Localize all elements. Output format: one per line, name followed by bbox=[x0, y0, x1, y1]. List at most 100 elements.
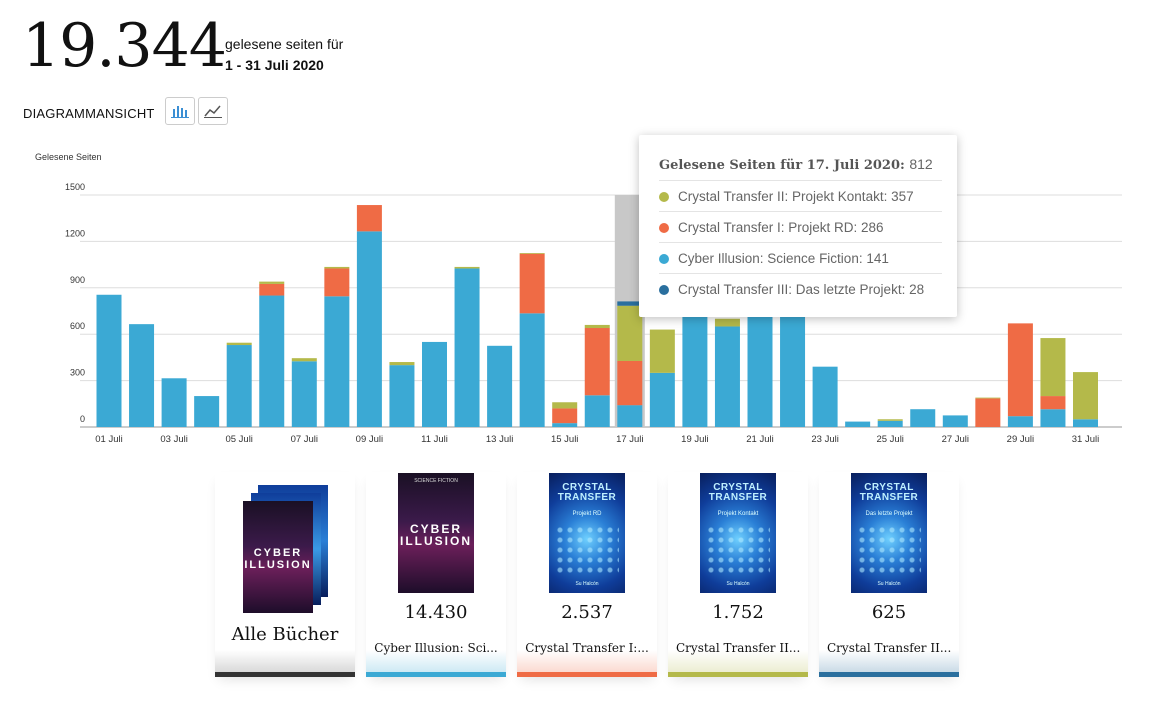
all-books-label: Alle Bücher bbox=[231, 624, 339, 645]
chart-tooltip: Gelesene Seiten für 17. Juli 2020: 812 C… bbox=[639, 135, 957, 317]
bar-segment bbox=[324, 296, 350, 427]
bar-segment bbox=[1007, 416, 1033, 427]
tooltip-row-label: Crystal Transfer III: Das letzte Projekt… bbox=[678, 282, 925, 297]
bar-segment bbox=[552, 402, 578, 409]
bar-chart-view-button[interactable] bbox=[165, 97, 195, 125]
book-page-count: 14.430 bbox=[404, 602, 468, 623]
bar-segment bbox=[454, 266, 480, 269]
x-tick-label: 01 Juli bbox=[95, 434, 122, 445]
line-chart-icon bbox=[204, 105, 222, 118]
bar-segment bbox=[519, 313, 545, 427]
all-books-card[interactable]: CYBER ILLUSION Alle Bücher bbox=[215, 472, 355, 677]
bar-segment bbox=[714, 326, 740, 427]
book-card-crystal-transfer-3[interactable]: CRYSTAL TRANSFER Das letzte Projekt Su H… bbox=[819, 472, 959, 677]
bar-segment bbox=[552, 423, 578, 427]
chart-view-label: DIAGRAMMANSICHT bbox=[23, 106, 155, 121]
card-color-bar bbox=[517, 672, 657, 677]
bar-segment bbox=[519, 253, 545, 254]
bar-segment bbox=[194, 396, 220, 427]
legend-dot-icon bbox=[659, 191, 669, 202]
card-color-bar bbox=[366, 672, 506, 677]
book-page-count: 1.752 bbox=[712, 602, 764, 623]
cover-subtitle: Projekt RD bbox=[572, 511, 602, 517]
book-cover: CRYSTAL TRANSFER Projekt RD Su Halcón bbox=[549, 473, 625, 593]
bar-segment bbox=[682, 314, 708, 427]
card-glow bbox=[819, 650, 959, 672]
bar-chart-icon bbox=[171, 106, 189, 118]
x-tick-label: 23 Juli bbox=[811, 434, 838, 445]
bar-segment bbox=[1073, 419, 1098, 427]
bar-segment bbox=[356, 205, 382, 232]
bar-segment bbox=[1040, 396, 1066, 410]
bar-segment bbox=[584, 324, 610, 329]
bar-segment bbox=[584, 395, 610, 427]
bar-segment bbox=[552, 408, 578, 424]
bar-segment bbox=[975, 397, 1001, 399]
cover-title: CRYSTAL TRANSFER bbox=[859, 482, 919, 503]
x-tick-label: 11 Juli bbox=[421, 434, 448, 445]
bar-segment bbox=[617, 360, 643, 406]
card-glow bbox=[366, 650, 506, 672]
x-tick-label: 09 Juli bbox=[356, 434, 383, 445]
bar-segment bbox=[1073, 372, 1098, 420]
bar-segment bbox=[324, 268, 350, 297]
tooltip-row: Crystal Transfer I: Projekt RD: 286 bbox=[659, 211, 942, 243]
bar-segment bbox=[877, 419, 903, 421]
bar-segment bbox=[259, 283, 285, 296]
bar-segment bbox=[454, 268, 480, 427]
book-card-cyber-illusion[interactable]: SCIENCE FICTION CYBER ILLUSION 14.430 Cy… bbox=[366, 472, 506, 677]
book-stack-cover-1: CYBER ILLUSION bbox=[243, 501, 313, 613]
tooltip-title-text: Gelesene Seiten für 17. Juli 2020: bbox=[659, 158, 905, 173]
bar-segment bbox=[747, 308, 773, 427]
tooltip-row: Crystal Transfer II: Projekt Kontakt: 35… bbox=[659, 180, 942, 212]
pages-read-chart: Gelesene Seiten 0 300 600 900 1200 1500 01 Ju… bbox=[35, 152, 1122, 445]
cover-title: CRYSTAL TRANSFER bbox=[708, 482, 768, 503]
line-chart-view-button[interactable] bbox=[198, 97, 228, 125]
x-tick-label: 21 Juli bbox=[746, 434, 773, 445]
tooltip-row-label: Cyber Illusion: Science Fiction: 141 bbox=[678, 251, 889, 266]
x-tick-label: 05 Juli bbox=[225, 434, 252, 445]
x-tick-label: 13 Juli bbox=[486, 434, 513, 445]
date-range: 1 - 31 Juli 2020 bbox=[225, 57, 324, 73]
bar-segment bbox=[389, 365, 415, 427]
bar-segment bbox=[389, 362, 415, 366]
legend-dot-icon bbox=[659, 284, 669, 295]
x-tick-label: 25 Juli bbox=[876, 434, 903, 445]
bar-segment bbox=[96, 294, 122, 427]
y-axis-label: Gelesene Seiten bbox=[35, 152, 102, 162]
card-glow bbox=[517, 650, 657, 672]
book-card-crystal-transfer-1[interactable]: CRYSTAL TRANSFER Projekt RD Su Halcón 2.… bbox=[517, 472, 657, 677]
bar-segment bbox=[259, 281, 285, 284]
y-tick-label: 300 bbox=[70, 368, 85, 378]
card-glow bbox=[668, 650, 808, 672]
tooltip-row: Cyber Illusion: Science Fiction: 141 bbox=[659, 242, 942, 274]
book-card-crystal-transfer-2[interactable]: CRYSTAL TRANSFER Projekt Kontakt Su Halc… bbox=[668, 472, 808, 677]
bar-segment bbox=[649, 329, 675, 373]
book-cover: CRYSTAL TRANSFER Das letzte Projekt Su H… bbox=[851, 473, 927, 593]
legend-dot-icon bbox=[659, 222, 669, 233]
bar-segment bbox=[291, 358, 317, 362]
bar-segment bbox=[226, 345, 252, 427]
bar-segment bbox=[1040, 409, 1066, 427]
bar-segment bbox=[422, 341, 447, 427]
x-tick-label: 31 Juli bbox=[1072, 434, 1099, 445]
bar-segment bbox=[324, 266, 350, 269]
bar-segment bbox=[259, 295, 285, 427]
total-pages-read: 19.344 bbox=[22, 11, 227, 81]
cover-author: Su Halcón bbox=[726, 581, 750, 587]
bar-segment bbox=[649, 372, 675, 427]
bar-segment bbox=[161, 378, 187, 427]
bar-segment bbox=[226, 342, 252, 346]
tooltip-row-label: Crystal Transfer I: Projekt RD: 286 bbox=[678, 220, 884, 235]
book-cover: SCIENCE FICTION CYBER ILLUSION bbox=[398, 473, 474, 593]
book-title: Crystal Transfer II... bbox=[676, 641, 800, 655]
bar-segment bbox=[714, 318, 740, 327]
book-title: Crystal Transfer I:... bbox=[525, 641, 649, 655]
book-page-count: 2.537 bbox=[561, 602, 613, 623]
cover-pattern bbox=[857, 525, 921, 575]
tooltip-row: Crystal Transfer III: Das letzte Projekt… bbox=[659, 273, 942, 305]
total-subtitle: gelesene seiten für bbox=[225, 36, 344, 52]
bar-segment bbox=[845, 421, 871, 427]
y-tick-label: 600 bbox=[70, 321, 85, 331]
x-tick-label: 15 Juli bbox=[551, 434, 578, 445]
